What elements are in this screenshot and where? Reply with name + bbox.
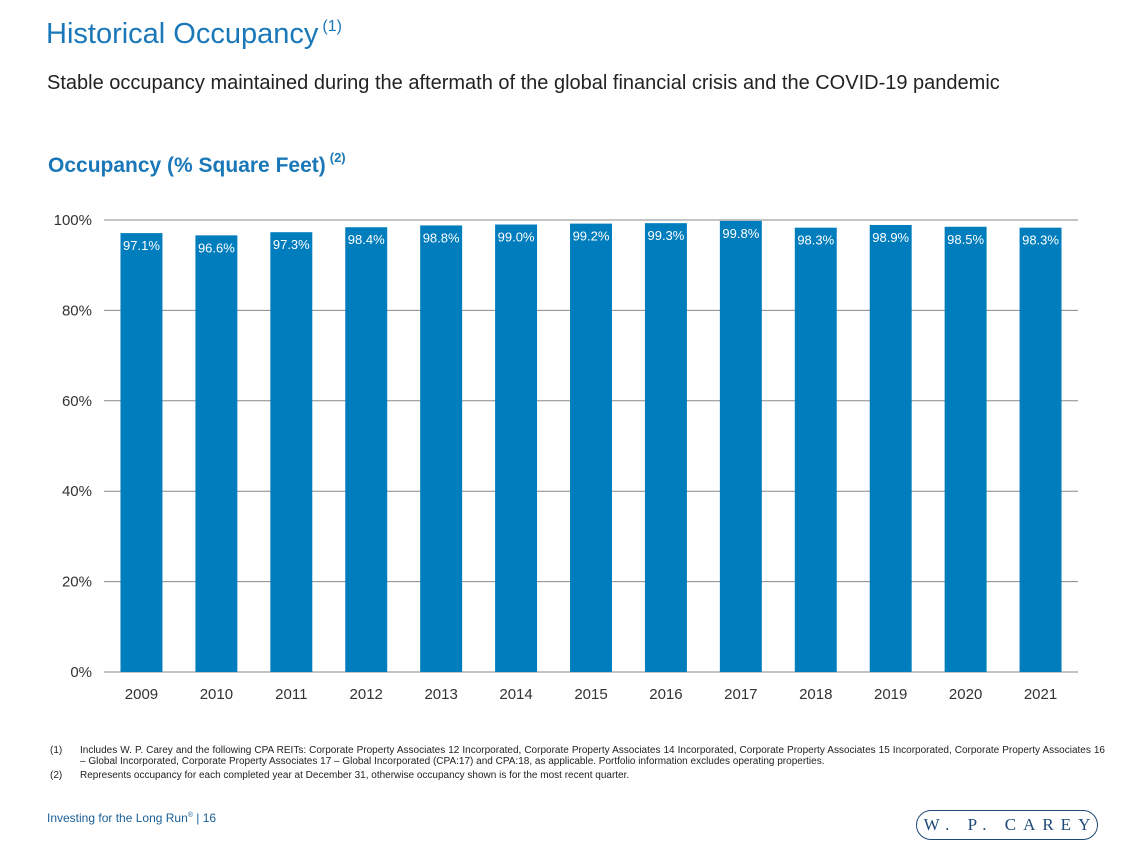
y-tick-label: 60% <box>62 393 92 410</box>
bar <box>345 227 388 672</box>
y-tick-label: 100% <box>54 212 92 229</box>
chart-title-text: Occupancy (% Square Feet) <box>48 154 326 177</box>
data-label: 98.5% <box>947 232 984 247</box>
registered-mark: ® <box>187 812 193 819</box>
page-title-text: Historical Occupancy <box>46 18 319 50</box>
bar <box>644 223 687 672</box>
page-subtitle: Stable occupancy maintained during the a… <box>47 72 1000 94</box>
data-label: 96.6% <box>198 240 235 255</box>
data-label: 99.8% <box>722 226 759 241</box>
footnotes: (1) Includes W. P. Carey and the followi… <box>50 745 1105 784</box>
page-number: 16 <box>202 811 217 825</box>
bar <box>195 235 238 673</box>
bar <box>719 220 762 673</box>
x-tick-label: 2021 <box>1024 686 1057 703</box>
y-tick-label: 40% <box>62 483 92 500</box>
x-tick-label: 2013 <box>424 686 457 703</box>
y-tick-label: 0% <box>70 664 92 681</box>
data-label: 99.3% <box>647 228 684 243</box>
x-tick-label: 2018 <box>799 686 832 703</box>
data-label: 99.0% <box>498 230 535 245</box>
x-tick-label: 2009 <box>125 686 158 703</box>
footnote-1: (1) Includes W. P. Carey and the followi… <box>50 745 1105 767</box>
x-tick-label: 2019 <box>874 686 907 703</box>
x-tick-label: 2017 <box>724 686 757 703</box>
bar <box>570 223 612 672</box>
data-label: 98.3% <box>1022 233 1059 248</box>
x-tick-label: 2015 <box>574 686 607 703</box>
x-tick-label: 2010 <box>200 686 233 703</box>
data-label: 97.1% <box>123 238 160 253</box>
footnote-1-text: Includes W. P. Carey and the following C… <box>80 745 1105 767</box>
data-label: 98.4% <box>348 232 385 247</box>
bar <box>869 224 912 673</box>
occupancy-bar-chart: 0% 20% 40% 60% 80% 100% 97.1% 2009 96.6% 2010 97.3… <box>54 212 1078 703</box>
chart-title-footnote-marker: (2) <box>329 150 346 165</box>
data-label: 97.3% <box>273 237 310 252</box>
bar <box>120 233 163 672</box>
bar <box>794 227 837 672</box>
footnote-1-number: (1) <box>50 745 63 756</box>
footer-tagline-text: Investing for the Long Run <box>47 811 188 825</box>
footer-tagline: Investing for the Long Run® | 16 <box>47 811 216 825</box>
y-tick-label: 80% <box>62 302 92 319</box>
footer-separator: | <box>192 811 203 825</box>
footnote-2: (2) Represents occupancy for each comple… <box>50 770 1105 781</box>
x-tick-label: 2014 <box>499 686 532 703</box>
x-tick-label: 2020 <box>949 686 982 703</box>
data-label: 99.2% <box>573 229 610 244</box>
data-label: 98.3% <box>797 233 834 248</box>
title-footnote-marker: (1) <box>322 18 342 35</box>
x-tick-label: 2016 <box>649 686 682 703</box>
bar <box>944 226 987 672</box>
data-label: 98.9% <box>872 230 909 245</box>
bar <box>1019 227 1062 672</box>
chart-title: Occupancy (% Square Feet) (2) <box>48 150 346 178</box>
x-tick-label: 2011 <box>275 686 307 703</box>
bar <box>495 224 538 672</box>
x-tick-label: 2012 <box>350 686 383 703</box>
footnote-2-text: Represents occupancy for each completed … <box>80 770 630 781</box>
bar <box>270 232 313 673</box>
page-title: Historical Occupancy (1) <box>46 18 342 51</box>
data-label: 98.8% <box>423 230 460 245</box>
bar <box>420 225 463 672</box>
y-tick-label: 20% <box>62 574 92 591</box>
wp-carey-logo: W. P. CAREY <box>916 810 1098 840</box>
footnote-2-number: (2) <box>50 770 63 781</box>
